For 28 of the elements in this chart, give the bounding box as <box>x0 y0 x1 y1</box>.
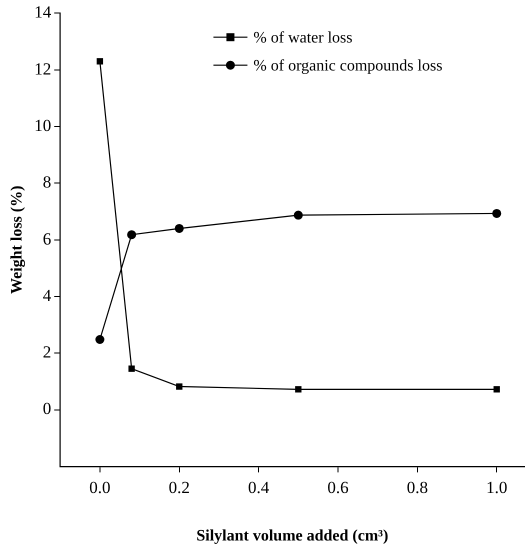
y-tick-label: 4 <box>42 286 52 305</box>
x-tick-label: 0.2 <box>168 478 190 498</box>
x-tick-label: 0.0 <box>89 478 111 498</box>
x-axis-title: Silylant volume added (cm³) <box>196 528 388 545</box>
point <box>176 383 182 390</box>
y-tick-label: 14 <box>34 2 52 22</box>
point <box>96 58 104 65</box>
y-axis-title: Weight loss (%) <box>8 186 26 294</box>
y-tick-label: 10 <box>34 116 52 135</box>
y-tick-label: 2 <box>42 342 52 362</box>
x-tick-label: 1.0 <box>486 478 508 498</box>
point <box>128 365 135 372</box>
x-tick-label: 0.8 <box>406 478 428 498</box>
y-tick-label: 12 <box>34 59 52 78</box>
x-tick-label: 0.6 <box>327 478 349 498</box>
point <box>127 230 136 240</box>
point <box>492 208 502 218</box>
legend-label: % of organic compounds loss <box>253 57 442 74</box>
point <box>95 335 104 344</box>
point <box>294 210 303 220</box>
y-tick-label: 8 <box>42 172 52 192</box>
legend-label: % of water loss <box>253 29 353 46</box>
point <box>295 386 302 393</box>
y-tick-label: 6 <box>42 229 52 248</box>
x-tick-label: 0.4 <box>248 478 270 498</box>
point <box>494 386 500 393</box>
point <box>174 224 184 233</box>
y-tick-label: 0 <box>42 399 52 418</box>
